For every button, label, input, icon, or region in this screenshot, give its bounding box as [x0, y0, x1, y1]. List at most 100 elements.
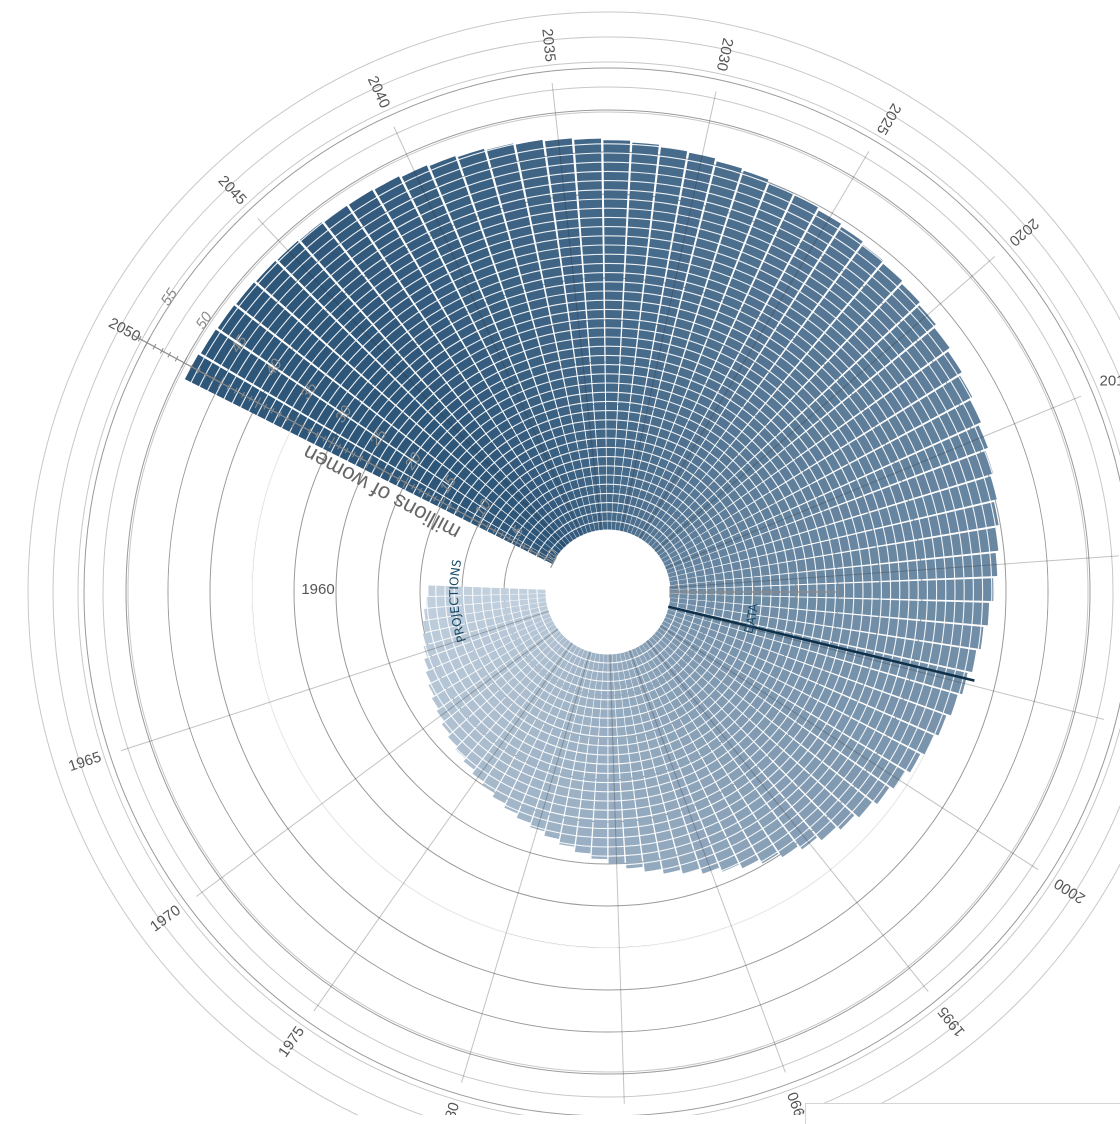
bar-2012 — [668, 502, 999, 582]
bar-2040 — [401, 165, 584, 537]
bar-2042 — [348, 190, 577, 541]
axis-tick — [470, 515, 475, 522]
bar-2006 — [669, 601, 977, 673]
spoke-2040 — [393, 126, 583, 536]
bar-1962 — [424, 597, 547, 620]
bar-2004 — [666, 609, 958, 716]
band-line — [205, 189, 1011, 995]
year-label-2035: 2035 — [538, 28, 559, 63]
axis-tick — [211, 375, 216, 382]
year-label-1980: 1980 — [437, 1100, 463, 1115]
axis-tick — [217, 377, 225, 389]
axis-tick — [513, 537, 520, 549]
axis-tick — [174, 355, 179, 362]
grid-ring — [125, 109, 1091, 1075]
spoke-2005 — [667, 606, 1105, 720]
axis-tick — [344, 447, 349, 454]
spoke-1970 — [196, 628, 559, 897]
bar-1966 — [424, 613, 551, 670]
axis-tick — [544, 555, 548, 562]
bar-2047 — [236, 282, 561, 554]
grid-ring — [83, 67, 1120, 1115]
spoke-2000 — [659, 625, 1039, 871]
band-line — [306, 290, 910, 894]
axis-tick — [418, 487, 423, 494]
bar-1964 — [422, 605, 548, 645]
axis-tick — [337, 443, 342, 450]
band-line — [260, 244, 956, 940]
axis-tick — [536, 551, 541, 558]
band-line — [177, 161, 1039, 1023]
bar-2021 — [651, 284, 920, 550]
axis-tick — [241, 391, 245, 398]
year-label-2040: 2040 — [364, 73, 393, 110]
bar-1996 — [648, 636, 836, 841]
axis-tick — [433, 495, 438, 502]
bar-2044 — [300, 222, 570, 545]
bar-1976 — [482, 644, 578, 793]
band-line — [196, 180, 1020, 1004]
axis-tick — [189, 363, 194, 370]
year-label-1965: 1965 — [66, 749, 103, 776]
axis-tick — [167, 351, 172, 358]
axis-tick — [455, 507, 460, 514]
axis-tick — [159, 347, 164, 354]
bar-2009 — [670, 578, 994, 602]
year-label-2045: 2045 — [215, 172, 250, 208]
spoke-1995 — [646, 640, 929, 992]
bar-1989 — [624, 651, 700, 875]
spoke-2020 — [654, 256, 996, 552]
axis-tick — [226, 383, 231, 390]
year-label-2030: 2030 — [713, 36, 737, 72]
bar-2017 — [661, 375, 973, 563]
bar-1960 — [428, 585, 546, 597]
bar-2031 — [615, 146, 688, 531]
bar-1973 — [455, 636, 568, 758]
band-line — [352, 336, 864, 848]
axis-tick — [315, 431, 319, 438]
axis-tick — [352, 451, 356, 458]
band-line — [288, 272, 928, 912]
bar-1987 — [616, 653, 662, 872]
bar-1988 — [620, 652, 681, 874]
bar-2018 — [659, 351, 962, 560]
spoke-2030 — [620, 91, 717, 532]
band-line — [140, 124, 1076, 1060]
bar-2024 — [641, 227, 863, 542]
axis-tick — [499, 531, 504, 538]
axis-tick — [263, 403, 268, 410]
axis-tick — [439, 497, 446, 509]
band-line — [159, 143, 1057, 1041]
outer-ring — [127, 111, 1089, 1073]
band-line — [232, 216, 984, 968]
axis-tick — [270, 407, 275, 414]
band-line — [223, 207, 993, 977]
bar-1963 — [423, 601, 547, 633]
axis-tick — [248, 395, 253, 402]
axis-tick — [152, 343, 157, 350]
band-line — [214, 198, 1002, 986]
bar-1994 — [642, 642, 798, 858]
axis-tick — [448, 503, 452, 510]
spoke-2045 — [257, 218, 566, 548]
bars — [131, 115, 1085, 1069]
band-line — [186, 170, 1030, 1014]
year-label-2025: 2025 — [873, 100, 905, 137]
axis-tick — [307, 427, 312, 434]
bar-2032 — [611, 142, 659, 530]
bar-2014 — [666, 450, 994, 574]
axis-tick — [550, 556, 557, 569]
axis-tick — [485, 523, 489, 530]
axis-tick — [411, 483, 415, 490]
bar-2035 — [544, 138, 604, 531]
bar-1981 — [544, 652, 596, 840]
axis-tick — [529, 547, 534, 554]
year-label-1995: 1995 — [934, 1003, 968, 1040]
axis-tick — [322, 435, 327, 442]
axis-tick — [204, 371, 209, 378]
bar-2007 — [669, 597, 984, 650]
axis-tick — [402, 477, 409, 489]
band-line — [150, 134, 1066, 1050]
band-line — [315, 299, 901, 885]
